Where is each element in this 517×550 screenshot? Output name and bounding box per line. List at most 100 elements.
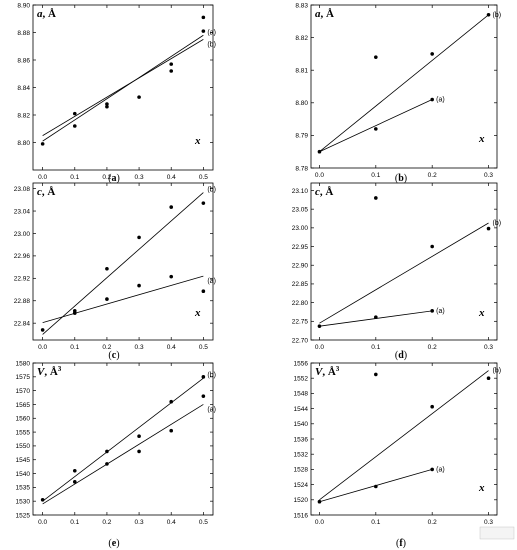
- panel-caption: (b): [395, 173, 407, 184]
- panel-caption: (e): [108, 538, 119, 549]
- y-tick-label: 1580: [16, 360, 31, 367]
- x-tick-label: 0.0: [315, 172, 324, 179]
- y-tick-label: 8.86: [17, 57, 30, 64]
- y-tick-label: 8.82: [295, 35, 308, 42]
- y-axis-label: a, Å: [37, 8, 56, 20]
- x-tick-label: 0.0: [315, 344, 324, 351]
- data-point: [105, 449, 109, 454]
- data-point: [105, 102, 109, 106]
- y-tick-label: 8.88: [17, 30, 30, 37]
- fit-line-b: [319, 222, 489, 324]
- data-point: [374, 55, 378, 59]
- y-tick-label: 1536: [294, 436, 309, 443]
- y-tick-label: 8.78: [295, 165, 308, 172]
- data-point: [201, 375, 206, 379]
- data-point: [72, 124, 77, 128]
- data-point: [374, 315, 378, 319]
- y-tick-label: 1555: [16, 429, 31, 436]
- data-point: [374, 127, 378, 131]
- y-tick-label: 22.85: [292, 281, 309, 288]
- x-tick-label: 0.0: [38, 344, 47, 351]
- x-tick-label: 0.2: [102, 174, 111, 181]
- data-point: [374, 372, 378, 377]
- watermark-logo: [479, 526, 515, 540]
- x-tick-label: 0.4: [167, 174, 176, 181]
- x-tick-label: 0.2: [428, 519, 437, 526]
- series-label-b: (b): [207, 372, 216, 379]
- y-tick-label: 23.10: [292, 188, 309, 195]
- data-point: [137, 235, 141, 240]
- data-point: [169, 274, 174, 279]
- data-point: [169, 428, 174, 433]
- data-point: [169, 399, 174, 404]
- y-tick-label: 1524: [294, 482, 309, 489]
- x-tick-label: 0.1: [371, 519, 380, 526]
- data-point: [430, 467, 434, 472]
- x-tick-label: 0.2: [102, 344, 111, 351]
- y-tick-label: 1545: [16, 457, 31, 464]
- x-axis-label: x: [478, 482, 485, 494]
- data-point: [72, 111, 77, 116]
- x-tick-label: 0.3: [484, 344, 493, 351]
- y-tick-label: 1575: [16, 374, 31, 381]
- data-point: [317, 324, 322, 328]
- y-tick-label: 1560: [16, 416, 31, 423]
- y-tick-label: 8.83: [295, 2, 308, 9]
- data-point: [486, 376, 491, 381]
- y-tick-label: 8.81: [295, 68, 308, 75]
- chart-panel-2: 0.0 0.1 0.2 0.3 0.4 0.5 22.84 22.88 22.92 22.96 23…: [14, 182, 216, 361]
- data-point: [486, 12, 491, 17]
- series-label-b: (b): [493, 368, 502, 375]
- panel-caption: (f): [396, 538, 406, 549]
- y-tick-label: 22.95: [292, 244, 309, 251]
- y-tick-label: 22.75: [292, 319, 309, 326]
- fit-line-a: [42, 275, 204, 324]
- y-tick-label: 1550: [16, 443, 31, 450]
- x-tick-label: 0.0: [38, 174, 47, 181]
- x-axis-label: x: [194, 307, 201, 319]
- y-tick-label: 8.80: [295, 100, 308, 107]
- series-label-a: (a): [436, 308, 445, 315]
- data-point: [201, 29, 206, 33]
- chart-panel-4: 0.0 0.1 0.2 0.3 0.4 0.5 1525 1530 1535 1540 1545 15…: [16, 360, 216, 549]
- series-label-a: (a): [436, 97, 445, 104]
- data-point: [72, 309, 77, 313]
- x-tick-label: 0.3: [135, 519, 144, 526]
- x-tick-label: 0.1: [371, 344, 380, 351]
- x-tick-label: 0.3: [135, 174, 144, 181]
- y-tick-label: 22.80: [292, 300, 309, 307]
- x-tick-label: 0.2: [102, 519, 111, 526]
- y-tick-label: 1540: [16, 471, 31, 478]
- x-tick-label: 0.3: [484, 519, 493, 526]
- data-point: [201, 201, 206, 205]
- y-tick-label: 22.70: [292, 337, 309, 344]
- y-tick-label: 23.00: [14, 231, 31, 238]
- y-axis-label: V, Å3: [315, 365, 340, 378]
- y-tick-label: 23.04: [14, 208, 31, 215]
- y-tick-label: 8.80: [17, 140, 30, 147]
- data-point: [137, 434, 141, 439]
- y-tick-label: 22.92: [14, 276, 31, 283]
- series-label-b: (b): [493, 220, 502, 227]
- series-label-a: (a): [436, 466, 445, 473]
- data-point: [40, 328, 45, 332]
- fit-line-a: [42, 404, 204, 505]
- y-tick-label: 1556: [294, 360, 309, 367]
- plot-frame: [310, 182, 498, 341]
- x-tick-label: 0.5: [199, 519, 208, 526]
- data-point: [40, 498, 45, 502]
- data-point: [137, 95, 141, 99]
- y-tick-label: 1532: [294, 452, 309, 459]
- y-tick-label: 1520: [294, 497, 309, 504]
- x-axis-label: x: [194, 135, 201, 147]
- data-point: [430, 97, 434, 102]
- y-axis-label: c, Å: [315, 186, 333, 198]
- y-tick-label: 1525: [16, 512, 31, 519]
- x-tick-label: 0.5: [199, 174, 208, 181]
- data-point: [105, 297, 109, 301]
- data-point: [137, 449, 141, 454]
- y-tick-label: 22.96: [14, 253, 31, 260]
- y-tick-label: 22.84: [14, 320, 31, 327]
- x-tick-label: 0.4: [167, 344, 176, 351]
